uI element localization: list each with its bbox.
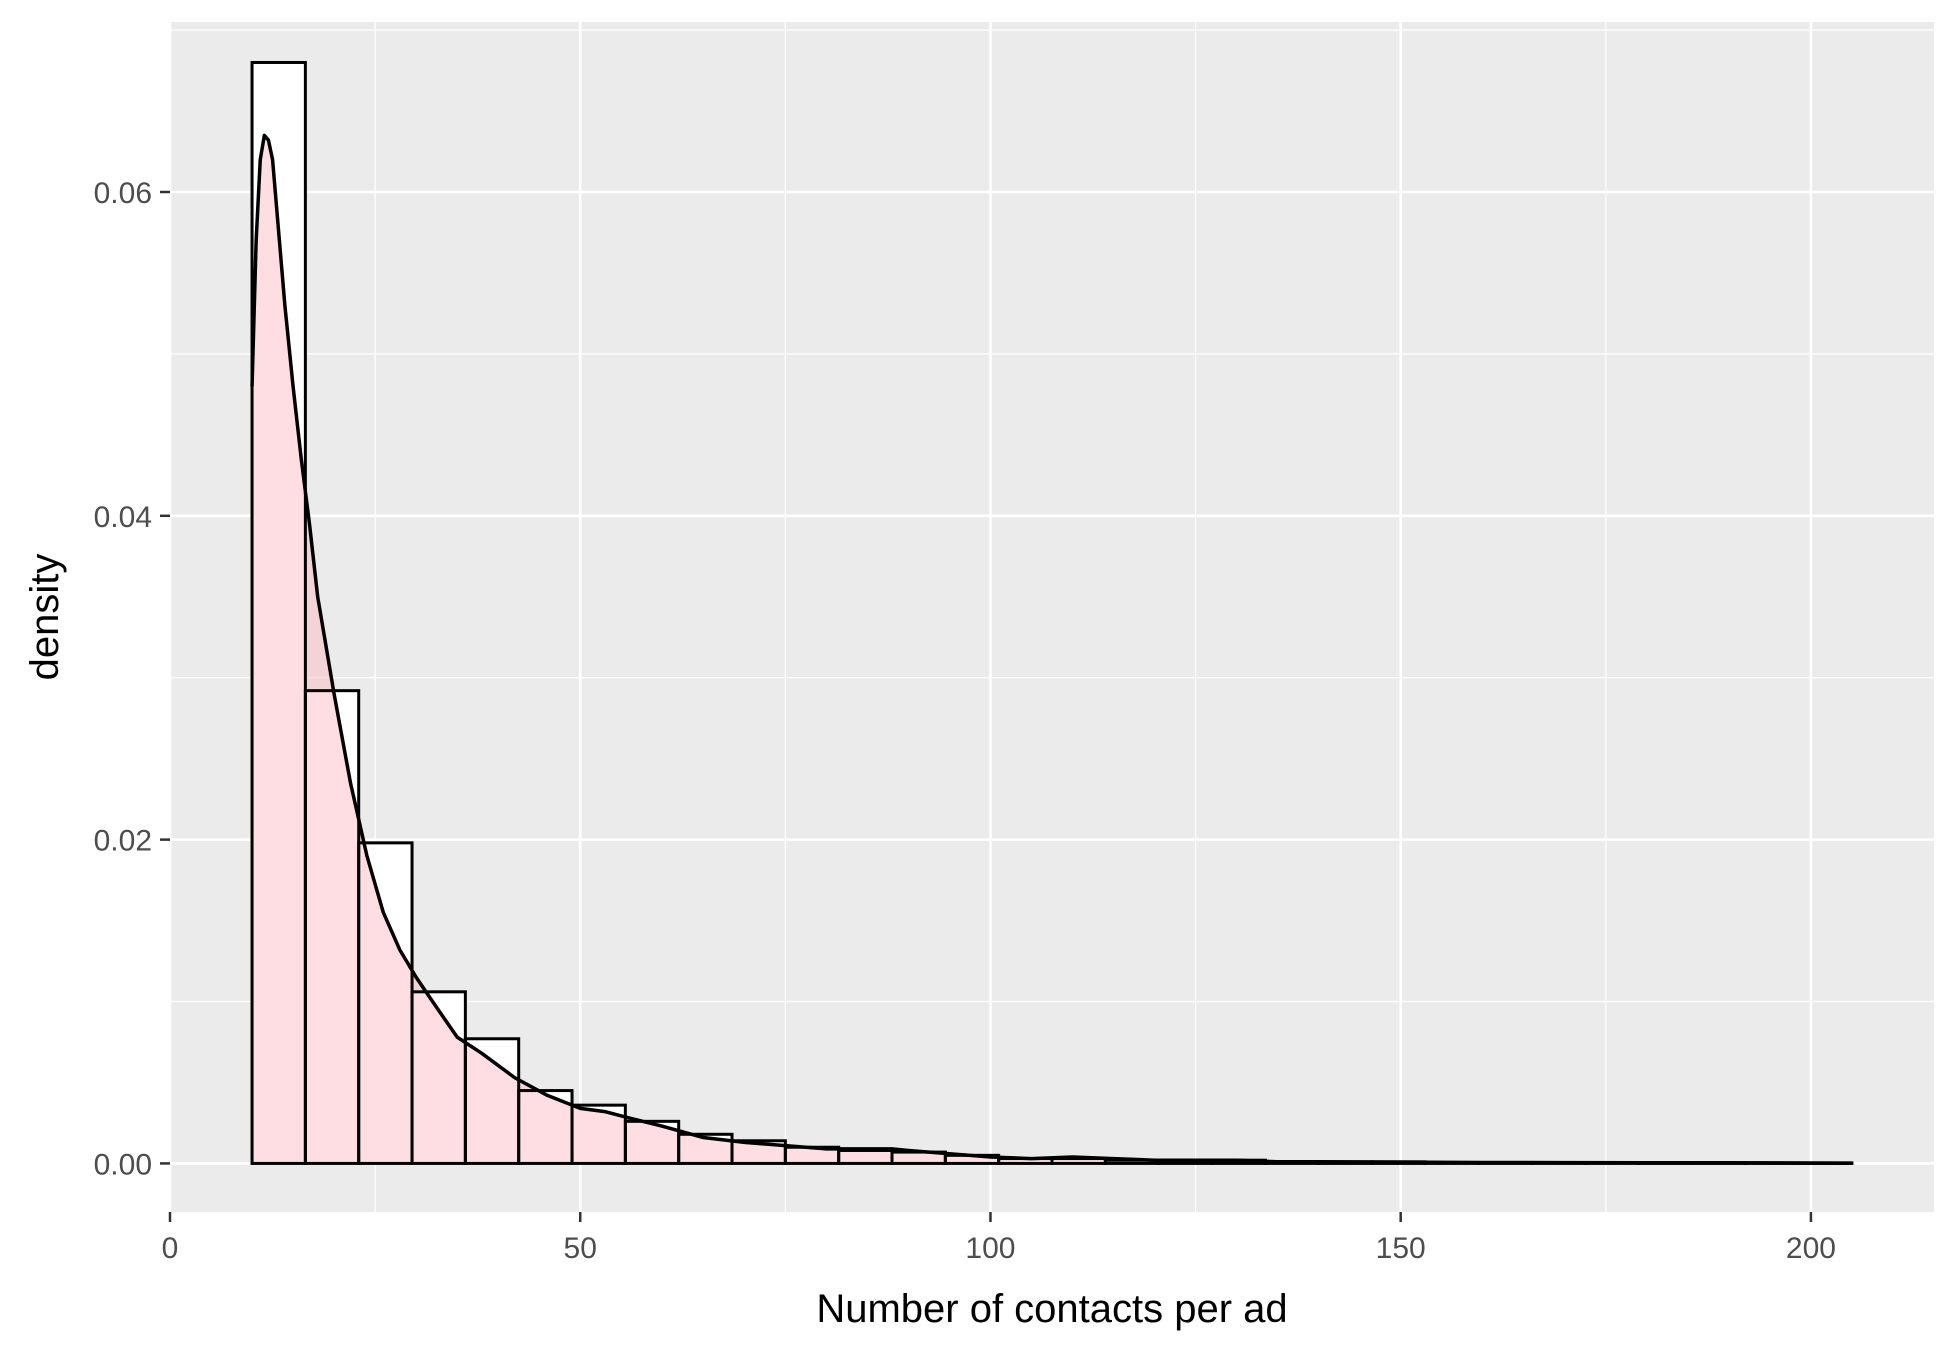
y-axis: 0.00 0.02 0.04 0.06	[94, 177, 170, 1181]
histogram-bar-fill	[412, 991, 466, 1164]
x-tick-label: 100	[965, 1232, 1015, 1265]
histogram-bar	[357, 841, 414, 1165]
grid-minor	[170, 22, 1934, 1212]
y-tick-label: 0.02	[94, 825, 152, 858]
histogram-bar-fill	[892, 1152, 946, 1164]
histogram-bar-fill	[358, 842, 413, 1164]
histogram-bar-fill	[305, 690, 359, 1164]
bar-fill-layer	[252, 62, 1852, 1164]
histogram-bar-fill	[838, 1150, 893, 1164]
x-axis: 0 50 100 150 200	[162, 1212, 1836, 1265]
curve-layer	[250, 133, 1852, 1165]
histogram-bar-fill	[998, 1158, 1052, 1164]
histogram-bar	[410, 990, 467, 1165]
histogram-bar	[303, 689, 361, 1165]
histogram-bar	[837, 1148, 894, 1165]
histogram-bar-fill	[785, 1147, 839, 1164]
y-tick-label: 0.04	[94, 501, 152, 534]
histogram-bar-fill	[1105, 1160, 1159, 1164]
x-tick-label: 0	[162, 1232, 179, 1265]
x-axis-title: Number of contacts per ad	[816, 1287, 1287, 1331]
x-tick-label: 150	[1376, 1232, 1426, 1265]
histogram-bar-fill	[732, 1140, 786, 1164]
histogram-bar-fill	[1052, 1158, 1106, 1164]
histogram-bar-fill	[945, 1155, 999, 1164]
y-axis-title: density	[23, 554, 67, 681]
histogram-bar	[250, 60, 307, 1165]
histogram-bar	[463, 1037, 521, 1165]
density-curve-line	[250, 133, 1852, 1165]
x-tick-label: 50	[564, 1232, 597, 1265]
x-tick-label: 200	[1786, 1232, 1836, 1265]
y-tick-label: 0.00	[94, 1148, 152, 1181]
y-tick-label: 0.06	[94, 177, 152, 210]
